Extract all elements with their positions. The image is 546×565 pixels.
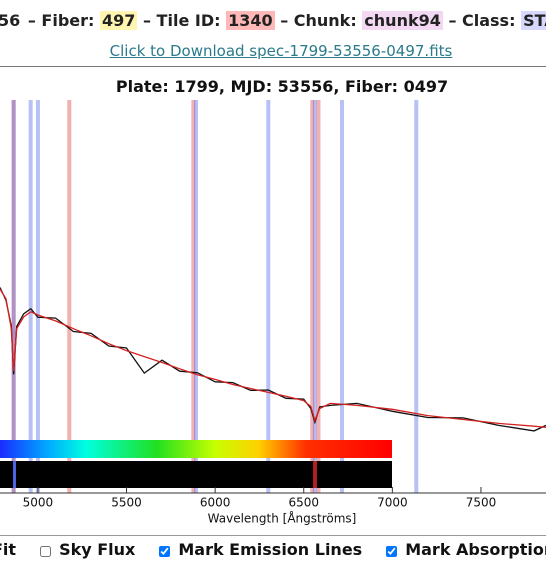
control-label[interactable]: Mark Emission Lines — [178, 540, 363, 559]
checkbox[interactable] — [159, 546, 171, 557]
checkbox[interactable] — [386, 546, 398, 557]
emission-line — [11, 100, 16, 493]
info-label: – Tile ID: — [142, 11, 221, 30]
controls: Fit Sky Flux Mark Emission Lines Mark Absor… — [0, 540, 546, 559]
info-value: chunk94 — [362, 11, 443, 30]
absorption-line — [28, 100, 33, 493]
absorption-line — [414, 100, 419, 493]
chart-title: Plate: 1799, MJD: 53556, Fiber: 0497 — [115, 77, 449, 96]
spectrum-line — [0, 288, 546, 429]
absorption-line — [340, 100, 345, 493]
info-label: – Chunk: — [280, 11, 357, 30]
absorption-line — [194, 100, 198, 493]
checkbox[interactable] — [40, 546, 52, 557]
control-label[interactable]: Fit — [0, 540, 17, 559]
x-tick-label: 6000 — [200, 496, 231, 510]
x-tick-label: 5500 — [111, 496, 142, 510]
x-axis-label: Wavelength [Ångströms] — [208, 511, 357, 526]
info-value: 56 — [0, 11, 21, 30]
line-bar-marker — [313, 461, 317, 488]
info-line: 56 – Fiber: 497 – Tile ID: 1340 – Chunk:… — [0, 11, 546, 30]
info-value: 497 — [100, 11, 138, 30]
x-tick-label: 7500 — [466, 496, 497, 510]
control-label[interactable]: Sky Flux — [59, 540, 136, 559]
spectrum-line — [0, 287, 546, 432]
x-tick-label: 6500 — [288, 496, 319, 510]
info-label: – Fiber: — [27, 11, 95, 30]
info-value: STAR — [521, 11, 546, 30]
separator — [0, 66, 546, 67]
download-link[interactable]: Click to Download spec-1799-53556-0497.f… — [109, 42, 453, 60]
line-bar — [0, 461, 392, 488]
emission-line — [316, 100, 321, 493]
absorption-line — [11, 100, 16, 493]
color-bar — [0, 440, 392, 458]
emission-line — [310, 100, 315, 493]
line-bar-marker — [13, 461, 16, 488]
absorption-line — [312, 100, 317, 493]
emission-line — [67, 100, 72, 493]
control-label[interactable]: Mark Absorption — [405, 540, 546, 559]
info-label: – Class: — [448, 11, 516, 30]
absorption-line — [266, 100, 271, 493]
info-value: 1340 — [226, 11, 275, 30]
x-tick-label: 7000 — [377, 496, 408, 510]
chart: Wavelength [Ångströms] 5000 5500 6000 6500 7… — [0, 100, 546, 526]
divider — [0, 535, 546, 536]
emission-line — [191, 100, 196, 493]
x-tick-label: 5000 — [23, 496, 54, 510]
absorption-line — [35, 100, 40, 493]
